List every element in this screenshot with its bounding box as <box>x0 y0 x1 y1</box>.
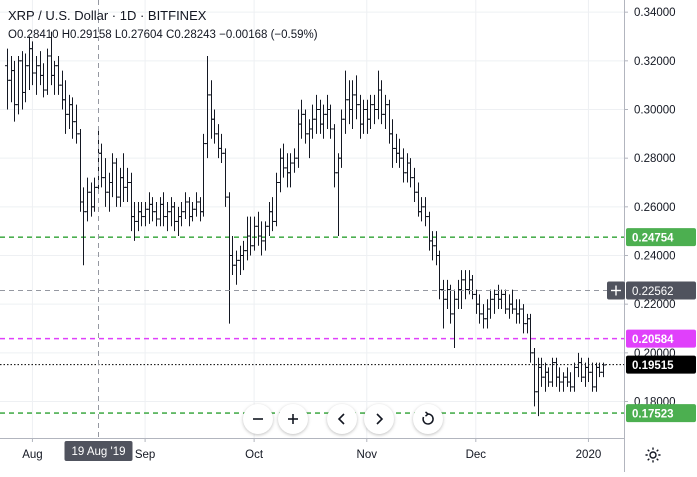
price-axis-tick-label: 0.30000 <box>634 105 676 117</box>
open-value: 0.28410 <box>16 29 59 41</box>
high-value: 0.29158 <box>70 29 112 41</box>
price-level-label-text: 0.17523 <box>632 409 674 421</box>
zoom-out-button[interactable] <box>243 404 273 434</box>
price-level-label-bg <box>626 228 696 247</box>
low-label: L <box>114 29 122 41</box>
chevron-right-icon <box>376 413 384 425</box>
reset-icon <box>422 411 434 425</box>
price-axis-tick-label: 0.24000 <box>634 251 676 263</box>
scroll-left-button[interactable] <box>327 404 357 434</box>
open-label: O <box>8 29 17 41</box>
crosshair-layer <box>0 0 624 438</box>
minus-icon <box>253 418 263 420</box>
ohlc-readout: O0.28410 H0.29158 L0.27604 C0.28243 −0.0… <box>8 29 318 41</box>
crosshair-date-label-text: 19 Aug '19 <box>72 446 126 458</box>
horizontal-lines-layer[interactable] <box>0 236 624 414</box>
crosshair-price-label: 0.22562 <box>626 281 696 300</box>
time-axis-tick-label: Dec <box>466 449 487 461</box>
price-axis-tick-label: 0.26000 <box>634 202 676 214</box>
chevron-left-icon <box>337 413 345 425</box>
time-axis-tick-label: Oct <box>245 449 264 461</box>
low-value: 0.27604 <box>121 29 163 41</box>
price-level-label[interactable]: 0.24754 <box>626 228 696 247</box>
crosshair-price-label-bg <box>626 281 696 300</box>
price-axis-tick-label: 0.22000 <box>634 299 676 311</box>
crosshair-date-label-bg <box>64 441 133 461</box>
price-level-label[interactable]: 0.20584 <box>626 329 696 348</box>
price-level-label-bg <box>626 329 696 348</box>
crosshair-date-label: 19 Aug '19 <box>64 441 133 461</box>
price-axis-tick-label: 0.34000 <box>634 7 676 19</box>
plus-icon <box>288 414 298 424</box>
symbol-title: XRP / U.S. Dollar · 1D · BITFINEX <box>8 8 207 23</box>
reset-chart-button[interactable] <box>413 404 443 434</box>
high-label: H <box>61 29 71 41</box>
chart-settings-button[interactable] <box>640 442 666 468</box>
close-value: 0.28243 <box>174 29 216 41</box>
price-level-label-text: 0.24754 <box>632 233 674 245</box>
ohlc-bar[interactable] <box>601 362 606 378</box>
crosshair-price-label-text: 0.22562 <box>632 286 674 298</box>
close-label: C <box>166 29 175 41</box>
scroll-right-button[interactable] <box>364 404 394 434</box>
price-level-label-bg <box>626 404 696 423</box>
zoom-in-button[interactable] <box>278 404 308 434</box>
price-axis-tick-label: 0.28000 <box>634 153 676 165</box>
price-level-label[interactable]: 0.17523 <box>626 404 696 423</box>
time-axis-tick-label: Sep <box>135 449 155 461</box>
chart-legend: XRP / U.S. Dollar · 1D · BITFINEX O0.284… <box>8 8 318 41</box>
price-axis-tick-label: 0.32000 <box>634 56 676 68</box>
price-level-label-text: 0.20584 <box>632 334 674 346</box>
gear-icon <box>645 447 661 463</box>
price-level-label-bg <box>626 355 696 374</box>
ohlc-bars-layer[interactable] <box>5 31 606 417</box>
change-value: −0.00168 (−0.59%) <box>219 29 318 41</box>
add-alert-button[interactable] <box>607 281 625 300</box>
time-axis-tick-label: Aug <box>22 449 42 461</box>
price-level-label[interactable]: 0.19515 <box>626 355 696 374</box>
time-axis-tick-label: Nov <box>357 449 378 461</box>
time-axis-tick-label: 2020 <box>576 449 602 461</box>
price-level-label-text: 0.19515 <box>632 360 674 372</box>
